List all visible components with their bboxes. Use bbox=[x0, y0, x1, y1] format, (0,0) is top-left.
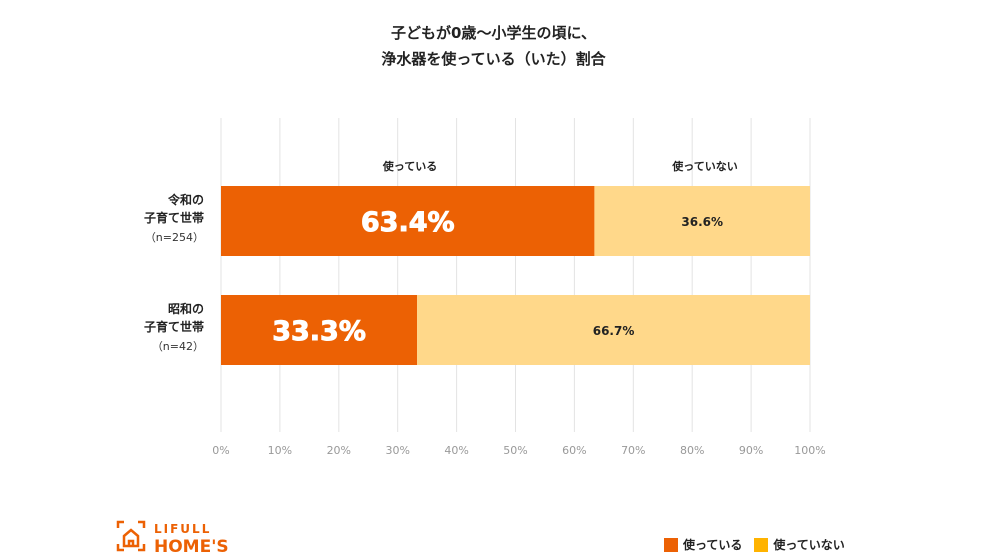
category-label: 子育て世帯 bbox=[144, 210, 204, 225]
data-label: 33.3% bbox=[272, 316, 366, 347]
x-tick-label: 90% bbox=[739, 444, 763, 457]
chart-title-line-2: 浄水器を使っている（いた）割合 bbox=[381, 50, 606, 68]
x-tick-label: 60% bbox=[562, 444, 586, 457]
x-tick-label: 40% bbox=[444, 444, 468, 457]
chart-title-line-1: 子どもが0歳〜小学生の頃に、 bbox=[391, 24, 596, 42]
x-tick-label: 100% bbox=[794, 444, 825, 457]
top-label-not-using: 使っていない bbox=[671, 159, 737, 173]
logo-line-1: LIFULL bbox=[154, 522, 211, 536]
lifull-homes-logo: LIFULL HOME'S bbox=[116, 520, 246, 556]
category-n: （n=254） bbox=[145, 231, 204, 244]
x-tick-label: 80% bbox=[680, 444, 704, 457]
category-label: 昭和の bbox=[168, 301, 204, 316]
category-label: 令和の bbox=[167, 192, 204, 207]
x-tick-label: 50% bbox=[503, 444, 527, 457]
legend-swatch-using bbox=[664, 537, 678, 552]
category-n: （n=42） bbox=[152, 340, 204, 353]
bar-segment bbox=[417, 295, 810, 365]
bar-segment bbox=[594, 186, 810, 256]
x-tick-label: 70% bbox=[621, 444, 645, 457]
x-tick-label: 10% bbox=[268, 444, 292, 457]
top-label-using: 使っている bbox=[382, 159, 437, 173]
legend-label-using: 使っている bbox=[683, 538, 743, 552]
data-label: 63.4% bbox=[361, 207, 455, 238]
bar-segment bbox=[221, 295, 418, 365]
legend: 使っている 使っていない bbox=[664, 536, 845, 553]
bar-segment bbox=[221, 186, 595, 256]
data-label: 36.6% bbox=[681, 215, 723, 229]
category-label: 子育て世帯 bbox=[144, 319, 204, 334]
logo-line-2: HOME'S bbox=[154, 537, 229, 556]
x-tick-label: 20% bbox=[327, 444, 351, 457]
legend-label-not-using: 使っていない bbox=[773, 538, 845, 552]
legend-swatch-not-using bbox=[754, 537, 769, 552]
x-tick-label: 0% bbox=[212, 444, 229, 457]
x-tick-label: 30% bbox=[385, 444, 409, 457]
data-label: 66.7% bbox=[593, 324, 635, 338]
